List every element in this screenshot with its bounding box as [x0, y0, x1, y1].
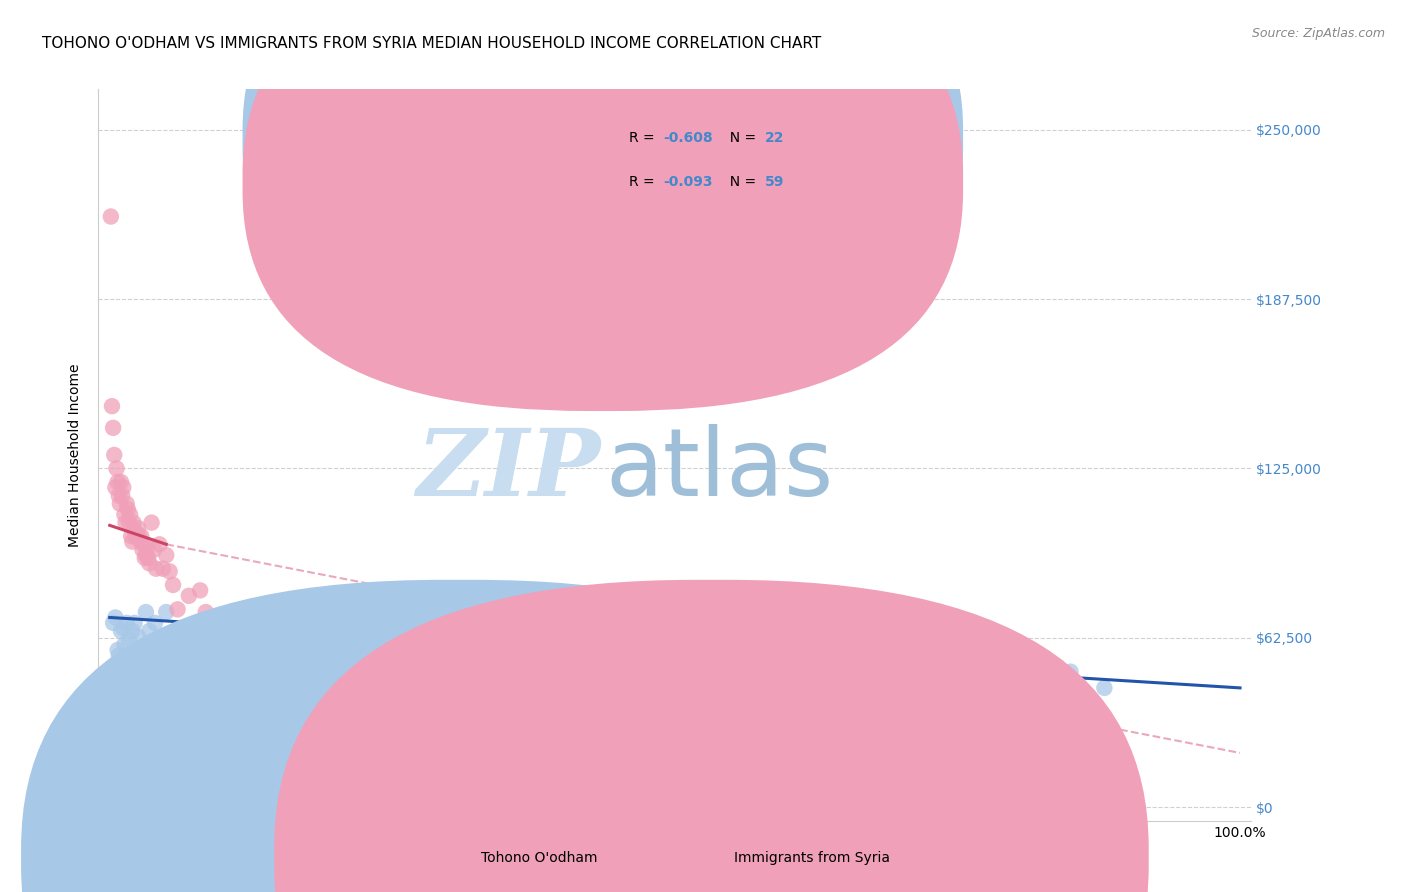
Text: Tohono O'odham: Tohono O'odham [481, 851, 598, 865]
Point [325, 670, 347, 684]
Point [235, 638, 257, 652]
Point [104, 610, 127, 624]
Point [159, 565, 181, 579]
Point [125, 529, 148, 543]
Point [135, 548, 157, 562]
Point [162, 578, 184, 592]
Point [107, 475, 129, 489]
Point [103, 448, 125, 462]
Point [131, 542, 153, 557]
Point [124, 524, 146, 538]
Point [200, 615, 222, 630]
Text: R =: R = [628, 131, 659, 145]
Point [114, 516, 136, 530]
Point [118, 516, 141, 530]
Point [112, 621, 135, 635]
Point [148, 537, 170, 551]
Point [138, 624, 160, 638]
Point [141, 516, 163, 530]
Point [101, 399, 124, 413]
Point [155, 548, 177, 562]
Point [115, 615, 138, 630]
Point [121, 624, 143, 638]
Point [177, 589, 200, 603]
Text: TOHONO O'ODHAM VS IMMIGRANTS FROM SYRIA MEDIAN HOUSEHOLD INCOME CORRELATION CHAR: TOHONO O'ODHAM VS IMMIGRANTS FROM SYRIA … [42, 36, 821, 51]
Point [776, 615, 799, 630]
FancyBboxPatch shape [243, 0, 963, 368]
Point [118, 632, 141, 647]
Point [149, 638, 172, 652]
Point [112, 638, 135, 652]
Point [1059, 665, 1081, 679]
Point [166, 602, 188, 616]
Point [135, 605, 157, 619]
Point [108, 497, 131, 511]
Point [107, 643, 129, 657]
Point [125, 529, 148, 543]
Point [101, 615, 124, 630]
Text: Source: ZipAtlas.com: Source: ZipAtlas.com [1251, 27, 1385, 40]
Point [117, 502, 139, 516]
Text: ZIP: ZIP [416, 425, 600, 515]
Point [155, 605, 177, 619]
Point [129, 534, 152, 549]
Point [128, 529, 150, 543]
Text: R =: R = [628, 175, 659, 189]
Point [132, 537, 155, 551]
Point [108, 659, 131, 673]
Point [100, 210, 122, 224]
Point [134, 550, 156, 565]
Point [115, 497, 138, 511]
Point [110, 475, 132, 489]
Point [120, 508, 142, 522]
Point [107, 648, 129, 663]
Point [136, 540, 159, 554]
Point [142, 542, 165, 557]
FancyBboxPatch shape [565, 115, 842, 210]
Point [131, 529, 153, 543]
Point [122, 516, 145, 530]
Point [120, 529, 142, 543]
Point [211, 638, 233, 652]
Point [131, 646, 153, 660]
Point [205, 624, 228, 638]
Point [194, 605, 217, 619]
Point [188, 583, 211, 598]
Point [145, 562, 167, 576]
FancyBboxPatch shape [243, 0, 963, 411]
Text: N =: N = [721, 131, 761, 145]
Text: -0.608: -0.608 [664, 131, 713, 145]
Point [138, 556, 160, 570]
Text: 22: 22 [765, 131, 785, 145]
Text: -0.093: -0.093 [664, 175, 713, 189]
Point [112, 480, 135, 494]
Point [127, 629, 149, 643]
Point [269, 659, 291, 673]
Text: Immigrants from Syria: Immigrants from Syria [734, 851, 890, 865]
Point [111, 489, 134, 503]
Point [246, 646, 269, 660]
Y-axis label: Median Household Income: Median Household Income [69, 363, 83, 547]
Text: 59: 59 [765, 175, 785, 189]
Point [107, 489, 129, 503]
Point [110, 624, 132, 638]
Point [112, 508, 135, 522]
Text: N =: N = [721, 175, 761, 189]
Point [124, 615, 146, 630]
Point [136, 550, 159, 565]
Point [1092, 681, 1115, 695]
Point [101, 421, 124, 435]
Point [105, 461, 128, 475]
Point [280, 665, 302, 679]
Point [222, 629, 245, 643]
Text: atlas: atlas [606, 424, 834, 516]
Point [257, 651, 280, 665]
Point [347, 678, 370, 692]
Point [127, 521, 149, 535]
Point [152, 562, 174, 576]
Point [143, 615, 166, 630]
Point [121, 534, 143, 549]
Point [302, 659, 325, 673]
Point [104, 480, 127, 494]
